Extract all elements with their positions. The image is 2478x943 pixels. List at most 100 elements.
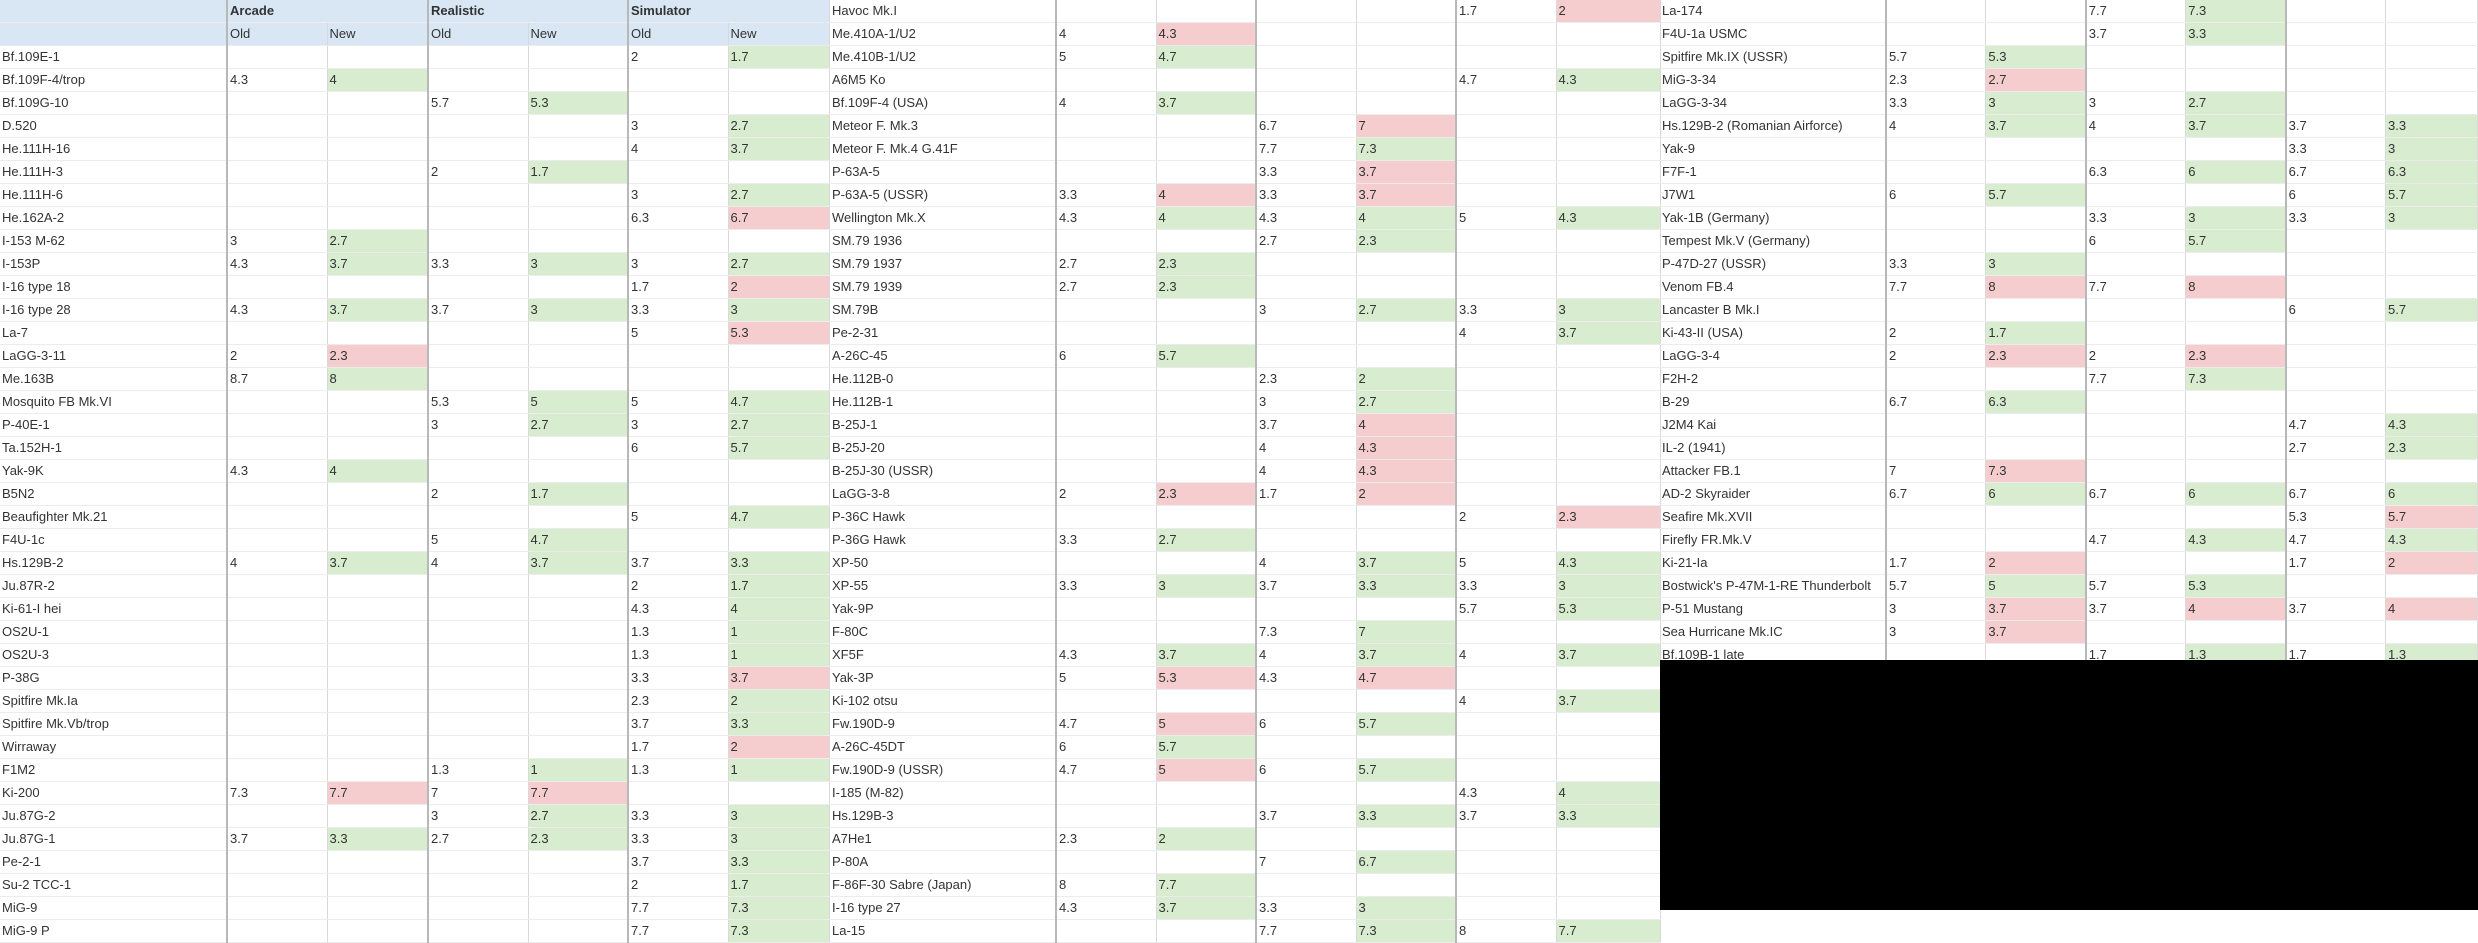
old-br-cell[interactable]: 6.7 xyxy=(1885,482,1987,506)
new-br-cell[interactable]: 7.3 xyxy=(1356,919,1457,943)
old-br-cell[interactable] xyxy=(1885,0,1987,23)
old-br-cell[interactable]: 5.7 xyxy=(2085,574,2187,598)
aircraft-name-cell[interactable]: A-26C-45 xyxy=(830,344,1057,368)
old-br-cell[interactable] xyxy=(628,528,729,552)
aircraft-name-cell[interactable]: Bostwick's P-47M-1-RE Thunderbolt xyxy=(1660,574,1887,598)
old-br-cell[interactable] xyxy=(227,206,328,230)
old-br-cell[interactable] xyxy=(2085,321,2187,345)
old-br-cell[interactable] xyxy=(1456,22,1557,46)
new-br-cell[interactable]: 1 xyxy=(728,643,830,667)
old-br-cell[interactable]: 2.3 xyxy=(1056,827,1157,851)
new-br-cell[interactable] xyxy=(1356,22,1457,46)
old-br-cell[interactable] xyxy=(2085,68,2187,92)
aircraft-name-cell[interactable]: XF5F xyxy=(830,643,1057,667)
new-br-cell[interactable]: 5.3 xyxy=(1985,45,2087,69)
new-br-cell[interactable] xyxy=(1156,160,1257,184)
new-br-cell[interactable] xyxy=(327,528,429,552)
old-br-cell[interactable]: 6 xyxy=(1056,344,1157,368)
new-br-cell[interactable]: 4.7 xyxy=(528,528,629,552)
new-br-cell[interactable] xyxy=(2185,252,2287,276)
new-br-cell[interactable] xyxy=(1156,229,1257,253)
new-br-cell[interactable]: 3 xyxy=(1356,896,1457,920)
new-br-cell[interactable] xyxy=(1156,689,1257,713)
new-br-cell[interactable] xyxy=(528,620,629,644)
new-br-cell[interactable]: 3 xyxy=(2385,137,2478,161)
old-br-cell[interactable] xyxy=(227,436,328,460)
old-br-cell[interactable]: 2.7 xyxy=(1056,252,1157,276)
old-br-cell[interactable]: 2.3 xyxy=(628,689,729,713)
new-br-cell[interactable]: 8 xyxy=(2185,275,2287,299)
old-br-cell[interactable] xyxy=(628,459,729,483)
old-br-cell[interactable]: 3.3 xyxy=(1456,298,1557,322)
old-br-cell[interactable]: 7.7 xyxy=(1256,137,1357,161)
old-br-cell[interactable]: 6 xyxy=(1256,758,1357,782)
old-br-cell[interactable]: 4.3 xyxy=(1456,781,1557,805)
aircraft-name-cell[interactable]: He.112B-0 xyxy=(830,367,1057,391)
new-br-cell[interactable] xyxy=(1556,436,1661,460)
aircraft-name-cell[interactable]: LaGG-3-8 xyxy=(830,482,1057,506)
new-br-cell[interactable]: 4 xyxy=(1156,183,1257,207)
old-br-cell[interactable]: 6.7 xyxy=(1885,390,1987,414)
old-br-cell[interactable] xyxy=(227,735,328,759)
new-br-cell[interactable]: 5.7 xyxy=(1985,183,2087,207)
old-br-cell[interactable] xyxy=(1456,850,1557,874)
new-br-cell[interactable]: 1.7 xyxy=(728,45,830,69)
new-br-cell[interactable]: 5.3 xyxy=(1556,597,1661,621)
old-br-cell[interactable] xyxy=(227,45,328,69)
aircraft-name-cell[interactable]: Ki-102 otsu xyxy=(830,689,1057,713)
aircraft-name-cell[interactable]: Yak-9P xyxy=(830,597,1057,621)
old-br-cell[interactable] xyxy=(1456,160,1557,184)
old-br-cell[interactable]: 4.3 xyxy=(1056,896,1157,920)
new-br-cell[interactable] xyxy=(1556,91,1661,115)
old-br-cell[interactable]: 3 xyxy=(428,413,529,437)
old-br-cell[interactable]: 3.3 xyxy=(628,298,729,322)
aircraft-name-cell[interactable]: F4U-1c xyxy=(0,528,228,552)
old-br-cell[interactable] xyxy=(1456,390,1557,414)
old-br-cell[interactable]: 1.7 xyxy=(1456,0,1557,23)
new-br-cell[interactable] xyxy=(528,459,629,483)
new-br-cell[interactable]: 2.7 xyxy=(1985,68,2087,92)
new-br-cell[interactable] xyxy=(1556,137,1661,161)
old-br-cell[interactable] xyxy=(227,712,328,736)
aircraft-name-cell[interactable]: LaGG-3-4 xyxy=(1660,344,1887,368)
new-br-cell[interactable] xyxy=(327,574,429,598)
new-br-cell[interactable] xyxy=(1985,206,2087,230)
new-br-cell[interactable]: 2 xyxy=(1356,367,1457,391)
old-br-cell[interactable]: 7 xyxy=(428,781,529,805)
old-br-cell[interactable] xyxy=(1456,137,1557,161)
old-br-cell[interactable] xyxy=(227,528,328,552)
old-br-cell[interactable]: 8 xyxy=(1056,873,1157,897)
new-br-cell[interactable]: 8 xyxy=(327,367,429,391)
new-br-cell[interactable] xyxy=(1556,850,1661,874)
new-br-cell[interactable] xyxy=(728,160,830,184)
aircraft-name-cell[interactable]: Ju.87G-1 xyxy=(0,827,228,851)
new-br-cell[interactable] xyxy=(1985,436,2087,460)
old-br-cell[interactable]: 5 xyxy=(1056,45,1157,69)
new-br-cell[interactable]: 2.7 xyxy=(728,252,830,276)
new-br-cell[interactable] xyxy=(1556,183,1661,207)
aircraft-name-cell[interactable]: P-47D-27 (USSR) xyxy=(1660,252,1887,276)
aircraft-name-cell[interactable]: Yak-3P xyxy=(830,666,1057,690)
old-br-cell[interactable]: 4 xyxy=(1456,689,1557,713)
old-br-cell[interactable] xyxy=(428,620,529,644)
new-br-cell[interactable]: 4.7 xyxy=(1356,666,1457,690)
old-br-cell[interactable]: 3.3 xyxy=(1885,252,1987,276)
aircraft-name-cell[interactable]: La-15 xyxy=(830,919,1057,943)
old-br-cell[interactable] xyxy=(1456,413,1557,437)
old-br-cell[interactable]: 3.7 xyxy=(2085,597,2187,621)
new-br-cell[interactable] xyxy=(2185,413,2287,437)
new-br-cell[interactable]: 3.7 xyxy=(327,298,429,322)
new-br-cell[interactable]: 5.7 xyxy=(1356,758,1457,782)
new-br-cell[interactable] xyxy=(728,459,830,483)
old-br-cell[interactable]: 7 xyxy=(1256,850,1357,874)
new-br-cell[interactable]: 2 xyxy=(1556,0,1661,23)
new-br-cell[interactable]: 4 xyxy=(2385,597,2478,621)
old-br-cell[interactable]: 7.7 xyxy=(628,896,729,920)
old-br-cell[interactable] xyxy=(2285,321,2387,345)
old-br-cell[interactable] xyxy=(227,137,328,161)
old-br-cell[interactable]: 3 xyxy=(628,252,729,276)
old-br-cell[interactable]: 7.3 xyxy=(227,781,328,805)
new-br-cell[interactable] xyxy=(1356,528,1457,552)
aircraft-name-cell[interactable]: I-185 (M-82) xyxy=(830,781,1057,805)
aircraft-name-cell[interactable]: A-26C-45DT xyxy=(830,735,1057,759)
